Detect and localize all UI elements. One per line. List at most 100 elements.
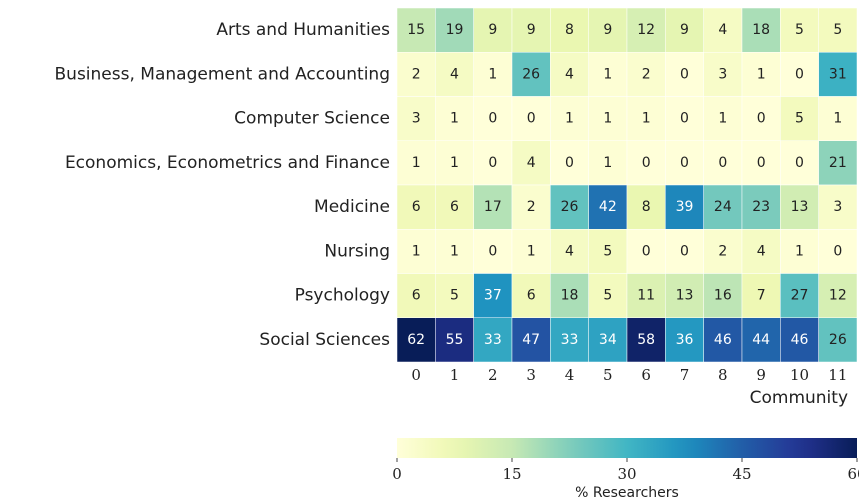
heatmap-cell (588, 229, 628, 274)
cell-label: 8 (565, 22, 574, 38)
cell-label: 8 (642, 199, 651, 215)
cell-label: 0 (795, 155, 804, 171)
cell-label: 0 (680, 111, 689, 127)
cell-label: 1 (412, 243, 421, 259)
x-tick-label: 10 (790, 366, 809, 384)
heatmap-cell (396, 273, 436, 318)
cell-label: 47 (522, 332, 540, 348)
x-tick-label: 4 (565, 366, 575, 384)
cell-label: 0 (488, 243, 497, 259)
x-tick-label: 8 (718, 366, 728, 384)
heatmap-cell (550, 273, 589, 318)
cell-label: 5 (795, 22, 804, 38)
cell-label: 0 (680, 243, 689, 259)
cell-label: 4 (565, 66, 574, 82)
colorbar-tick-label: 15 (502, 465, 521, 483)
cell-label: 15 (407, 22, 425, 38)
cell-label: 55 (446, 332, 464, 348)
heatmap-cell (818, 140, 858, 186)
row-label: Medicine (314, 197, 390, 217)
row-label: Economics, Econometrics and Finance (65, 153, 390, 173)
cell-label: 1 (488, 66, 497, 82)
cell-label: 2 (718, 243, 727, 259)
cell-label: 11 (637, 288, 655, 304)
heatmap-cell (741, 229, 781, 274)
heatmap-cell (780, 140, 819, 186)
cell-label: 1 (795, 243, 804, 259)
heatmap-cell (550, 317, 589, 363)
x-tick-label: 5 (603, 366, 613, 384)
cell-label: 5 (603, 288, 612, 304)
heatmap-cell (396, 52, 436, 97)
cell-label: 9 (488, 22, 497, 38)
cell-label: 5 (833, 22, 842, 38)
cell-label: 3 (412, 111, 421, 127)
cell-label: 12 (829, 288, 847, 304)
cell-label: 6 (412, 199, 421, 215)
heatmap-cell (818, 317, 858, 363)
colorbar-tick-label: 30 (617, 465, 636, 483)
x-tick-label: 9 (756, 366, 766, 384)
heatmap-cell (511, 140, 551, 186)
cell-label: 2 (527, 199, 536, 215)
heatmap-cell (588, 140, 628, 186)
x-tick-label: 11 (828, 366, 847, 384)
cell-label: 18 (752, 22, 770, 38)
heatmap-cell (473, 184, 513, 230)
cell-label: 7 (757, 288, 766, 304)
cell-label: 4 (718, 22, 727, 38)
heatmap-cell (435, 184, 474, 230)
heatmap-cell (396, 184, 436, 230)
heatmap-cell (511, 7, 551, 53)
heatmap-cell (511, 273, 551, 318)
cell-label: 6 (527, 288, 536, 304)
cell-label: 0 (757, 111, 766, 127)
cell-label: 0 (680, 155, 689, 171)
heatmap-cell (780, 52, 819, 97)
cell-label: 36 (676, 332, 694, 348)
cell-label: 1 (757, 66, 766, 82)
x-tick-label: 2 (488, 366, 498, 384)
heatmap-cell (435, 7, 474, 53)
cell-label: 13 (676, 288, 694, 304)
cell-label: 44 (752, 332, 770, 348)
heatmap-cell (511, 317, 551, 363)
cell-label: 4 (450, 66, 459, 82)
heatmap-cell (473, 96, 513, 141)
cell-label: 18 (561, 288, 579, 304)
heatmap-cell (550, 96, 589, 141)
cell-label: 0 (527, 111, 536, 127)
heatmap-cell (626, 229, 666, 274)
cell-label: 3 (833, 199, 842, 215)
cell-label: 1 (603, 111, 612, 127)
cell-label: 12 (637, 22, 655, 38)
cell-label: 9 (603, 22, 612, 38)
cell-label: 1 (603, 155, 612, 171)
cell-label: 62 (407, 332, 425, 348)
cell-label: 16 (714, 288, 732, 304)
heatmap-cell (703, 229, 743, 274)
colorbar-tick-label: 60 (847, 465, 859, 483)
heatmap-cell (396, 7, 436, 53)
heatmap-cell (818, 7, 858, 53)
heatmap-cell (435, 317, 474, 363)
cell-label: 21 (829, 155, 847, 171)
cell-label: 2 (412, 66, 421, 82)
x-tick-label: 7 (680, 366, 690, 384)
cell-label: 0 (642, 243, 651, 259)
heatmap-cell (818, 96, 858, 141)
cell-label: 0 (718, 155, 727, 171)
heatmap-cell (550, 184, 589, 230)
cell-label: 33 (561, 332, 579, 348)
heatmap-cell (435, 52, 474, 97)
cell-label: 1 (412, 155, 421, 171)
cell-label: 46 (791, 332, 809, 348)
cell-label: 1 (450, 243, 459, 259)
cell-label: 6 (450, 199, 459, 215)
cell-label: 0 (642, 155, 651, 171)
heatmap-cell (703, 317, 743, 363)
heatmap-cell (473, 140, 513, 186)
heatmap-cell (626, 96, 666, 141)
heatmap-cell (665, 317, 704, 363)
